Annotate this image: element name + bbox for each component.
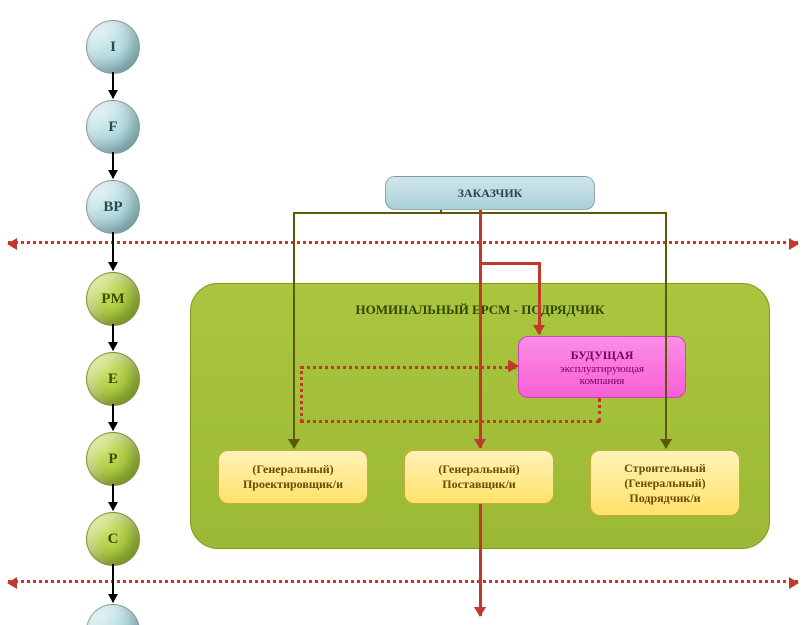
olive-left bbox=[293, 212, 295, 448]
red-branch-v bbox=[538, 262, 541, 334]
chain-arrow-0 bbox=[112, 72, 114, 98]
sub-box-designer-l1: (Генеральный) bbox=[252, 462, 333, 477]
dash-arrow-icon bbox=[508, 360, 518, 372]
chain-node-C: C bbox=[86, 512, 140, 566]
sub-box-supplier: (Генеральный) Поставщик/и bbox=[404, 450, 554, 504]
sub-box-contractor-l1: Строительный bbox=[624, 461, 706, 476]
chain-node-PM: PM bbox=[86, 272, 140, 326]
future-box: БУДУЩАЯ эксплуатирующая компания bbox=[518, 336, 686, 398]
chain-arrow-1 bbox=[112, 152, 114, 178]
red-center-1 bbox=[479, 210, 482, 448]
chain-node-P: P bbox=[86, 432, 140, 486]
dash-to-pink-top bbox=[300, 366, 516, 369]
sub-box-designer: (Генеральный) Проектировщик/и bbox=[218, 450, 368, 504]
dash-left-v bbox=[300, 366, 303, 422]
red-center-2 bbox=[479, 504, 482, 616]
dash-bottom bbox=[300, 420, 600, 423]
divider-1 bbox=[8, 241, 798, 244]
olive-right bbox=[665, 212, 667, 448]
chain-arrow-2 bbox=[112, 232, 114, 270]
chain-arrow-4 bbox=[112, 404, 114, 430]
chain-arrow-3 bbox=[112, 324, 114, 350]
sub-box-contractor-l2: (Генеральный) bbox=[624, 476, 705, 491]
chain-arrow-6 bbox=[112, 564, 114, 602]
sub-box-contractor-l3: Подрядчик/и bbox=[629, 491, 700, 506]
sub-box-supplier-l2: Поставщик/и bbox=[442, 477, 515, 492]
chain-arrow-5 bbox=[112, 484, 114, 510]
dash-right-v bbox=[598, 398, 601, 422]
sub-box-supplier-l1: (Генеральный) bbox=[438, 462, 519, 477]
sub-box-designer-l2: Проектировщик/и bbox=[243, 477, 343, 492]
chain-node-BP: BP bbox=[86, 180, 140, 234]
chain-node-I: I bbox=[86, 20, 140, 74]
red-branch-h bbox=[480, 262, 540, 265]
chain-node-E: E bbox=[86, 352, 140, 406]
divider-2 bbox=[8, 580, 798, 583]
chain-node-O: O bbox=[86, 604, 140, 625]
future-sub1: эксплуатирующая bbox=[560, 363, 644, 375]
future-sub2: компания bbox=[580, 375, 625, 387]
future-title: БУДУЩАЯ bbox=[571, 348, 634, 363]
chain-node-F: F bbox=[86, 100, 140, 154]
customer-box: ЗАКАЗЧИК bbox=[385, 176, 595, 210]
olive-stub bbox=[440, 210, 442, 214]
customer-label: ЗАКАЗЧИК bbox=[458, 186, 523, 201]
sub-box-contractor: Строительный (Генеральный) Подрядчик/и bbox=[590, 450, 740, 516]
